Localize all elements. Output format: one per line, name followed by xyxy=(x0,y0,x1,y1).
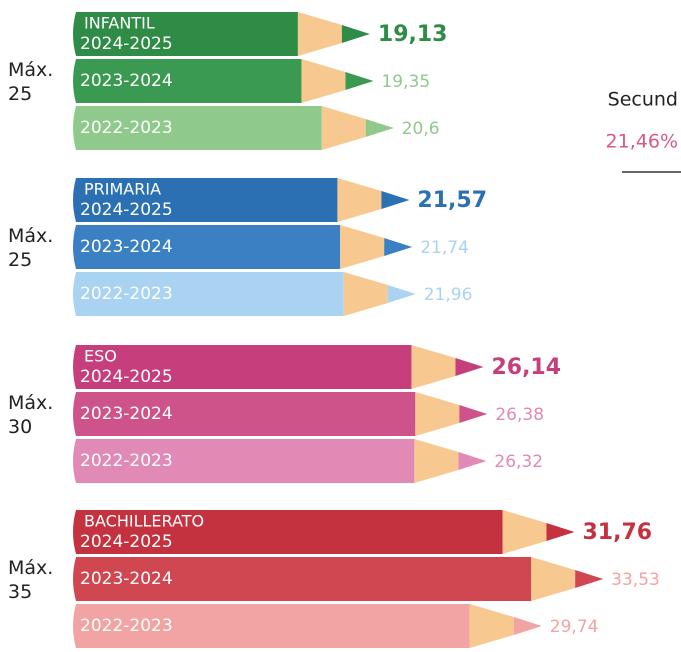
value-label: 21,74 xyxy=(420,238,469,258)
value-label: 26,38 xyxy=(495,405,544,425)
group-title: PRIMARIA xyxy=(84,180,161,199)
pencil-lead xyxy=(455,358,483,376)
max-label: Máx. xyxy=(8,225,53,247)
max-label: 25 xyxy=(8,83,32,105)
max-label: Máx. xyxy=(8,557,53,579)
category-label: 2023-2024 xyxy=(80,569,173,589)
value-label: 33,53 xyxy=(611,570,660,590)
pencil-lead xyxy=(459,405,487,423)
value-label: 21,57 xyxy=(417,188,487,213)
category-label: 2023-2024 xyxy=(80,237,173,257)
group-title: BACHILLERATO xyxy=(84,512,204,531)
category-label: 2023-2024 xyxy=(80,71,173,91)
category-label: 2024-2025 xyxy=(80,532,173,552)
pencil-wood xyxy=(415,392,459,436)
max-label: 35 xyxy=(8,581,32,603)
pencil-wood xyxy=(411,345,455,389)
pencil-lead xyxy=(547,523,575,541)
category-label: 2022-2023 xyxy=(80,284,173,304)
category-label: 2024-2025 xyxy=(80,367,173,387)
value-label: 29,74 xyxy=(550,617,599,637)
pencil-lead xyxy=(342,25,370,43)
side-note-text: Secund xyxy=(608,89,678,111)
pencil-lead xyxy=(345,72,373,90)
value-label: 21,96 xyxy=(424,285,473,305)
pencil-wood xyxy=(414,439,458,483)
max-label: Máx. xyxy=(8,59,53,81)
side-note-value: 21,46% xyxy=(606,131,678,153)
max-label: Máx. xyxy=(8,392,53,414)
pencil-wood xyxy=(322,106,366,150)
group-title: INFANTIL xyxy=(84,14,155,33)
value-label: 19,35 xyxy=(381,72,430,92)
max-label: 30 xyxy=(8,416,32,438)
category-label: 2023-2024 xyxy=(80,404,173,424)
category-label: 2024-2025 xyxy=(80,200,173,220)
group-title: ESO xyxy=(84,347,117,366)
category-label: 2024-2025 xyxy=(80,34,173,54)
pencil-wood xyxy=(503,510,547,554)
pencil-wood xyxy=(298,12,342,56)
value-label: 19,13 xyxy=(378,22,448,47)
pencil-lead xyxy=(384,238,412,256)
value-label: 31,76 xyxy=(583,520,653,545)
pencil-lead xyxy=(388,285,416,303)
pencil-wood xyxy=(344,272,388,316)
value-label: 20,6 xyxy=(402,119,440,139)
pencil-lead xyxy=(458,452,486,470)
category-label: 2022-2023 xyxy=(80,451,173,471)
pencil-wood xyxy=(531,557,575,601)
pencil-wood xyxy=(340,225,384,269)
category-label: 2022-2023 xyxy=(80,616,173,636)
pencil-lead xyxy=(514,617,542,635)
pencil-wood xyxy=(470,604,514,648)
pencil-lead xyxy=(366,119,394,137)
pencil-lead xyxy=(575,570,603,588)
pencil-wood xyxy=(337,178,381,222)
chart: Secund 21,46% Máx.25INFANTIL2024-202519,… xyxy=(0,0,681,652)
value-label: 26,32 xyxy=(494,452,543,472)
pencil-lead xyxy=(381,191,409,209)
category-label: 2022-2023 xyxy=(80,118,173,138)
pencil-wood xyxy=(301,59,345,103)
max-label: 25 xyxy=(8,249,32,271)
value-label: 26,14 xyxy=(491,355,561,380)
